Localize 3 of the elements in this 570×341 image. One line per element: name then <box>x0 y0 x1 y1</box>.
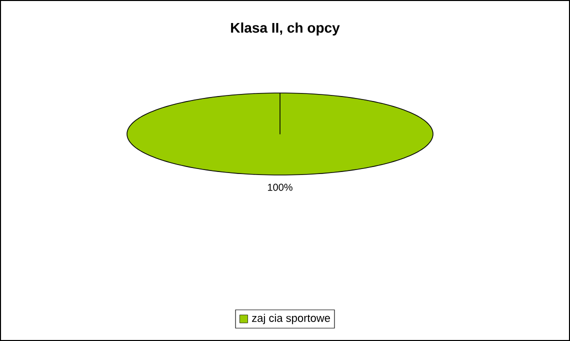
data-label: 100% <box>268 184 292 191</box>
chart-title: Klasa II, ch opcy <box>231 22 340 36</box>
legend-label: zaj cia sportowe <box>252 314 330 324</box>
